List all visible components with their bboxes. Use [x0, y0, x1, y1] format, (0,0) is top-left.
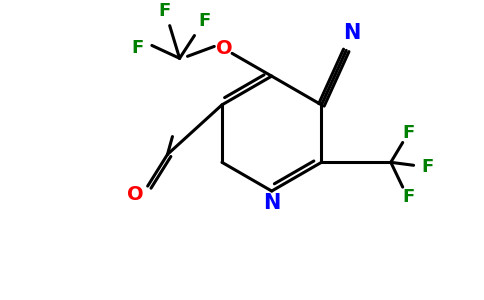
Text: N: N [344, 22, 361, 43]
Text: O: O [216, 39, 232, 58]
Text: O: O [127, 184, 144, 203]
Text: F: F [403, 188, 415, 206]
Text: F: F [159, 2, 171, 20]
Text: F: F [403, 124, 415, 142]
Text: N: N [263, 193, 280, 213]
Text: F: F [198, 12, 211, 30]
Text: F: F [422, 158, 434, 176]
Text: F: F [132, 39, 144, 57]
